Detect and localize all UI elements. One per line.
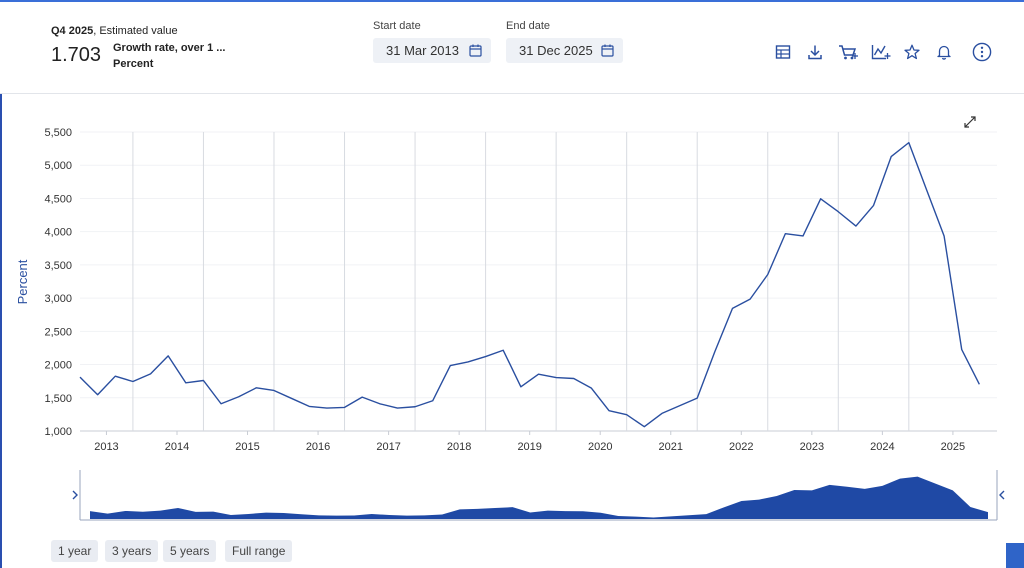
- range-navigator[interactable]: [72, 470, 1005, 521]
- x-tick-label: 2021: [659, 441, 683, 453]
- series-title[interactable]: Growth rate, over 1 ...: [113, 42, 226, 54]
- y-tick-label: 3,500: [44, 260, 72, 272]
- y-tick-label: 3,000: [44, 293, 72, 305]
- chart-type-icon[interactable]: [870, 42, 892, 62]
- start-date-field[interactable]: 31 Mar 2013: [373, 38, 491, 63]
- x-tick-label: 2015: [235, 441, 259, 453]
- start-date-value: 31 Mar 2013: [386, 43, 459, 58]
- x-tick-label: 2018: [447, 441, 471, 453]
- y-tick-label: 1,000: [44, 426, 72, 438]
- range-full-button[interactable]: Full range: [225, 540, 293, 562]
- x-tick-label: 2016: [306, 441, 330, 453]
- left-accent-bar: [0, 94, 2, 568]
- y-tick-label: 4,500: [44, 193, 72, 205]
- range-1-year-button[interactable]: 1 year: [51, 540, 99, 562]
- navigator-left-handle[interactable]: [72, 490, 78, 500]
- y-tick-label: 5,500: [44, 127, 72, 139]
- x-tick-label: 2019: [517, 441, 541, 453]
- period-caption: Q4 2025, Estimated value: [51, 25, 178, 37]
- download-icon[interactable]: [805, 42, 825, 62]
- notification-bell-icon[interactable]: [934, 42, 954, 62]
- cart-icon[interactable]: [837, 42, 859, 62]
- calendar-icon[interactable]: [601, 44, 614, 57]
- range-5-years-button[interactable]: 5 years: [163, 540, 217, 562]
- x-tick-label: 2020: [588, 441, 612, 453]
- navigator-right-handle[interactable]: [999, 490, 1005, 500]
- series-line[interactable]: [79, 141, 980, 428]
- range-3-years-button[interactable]: 3 years: [105, 540, 159, 562]
- x-tick-label: 2024: [870, 441, 894, 453]
- end-date-field[interactable]: 31 Dec 2025: [506, 38, 623, 63]
- end-date-value: 31 Dec 2025: [519, 43, 593, 58]
- y-tick-label: 2,000: [44, 360, 72, 372]
- feedback-tab[interactable]: [1006, 543, 1024, 568]
- end-date-label: End date: [506, 20, 551, 32]
- latest-value: 1.703: [51, 44, 102, 66]
- navigator-area: [90, 476, 988, 519]
- x-tick-label: 2017: [376, 441, 400, 453]
- period-label: Q4 2025: [51, 25, 94, 37]
- favorite-star-icon[interactable]: [902, 42, 922, 62]
- y-tick-label: 5,000: [44, 160, 72, 172]
- x-tick-label: 2014: [165, 441, 189, 453]
- period-suffix: , Estimated value: [93, 25, 178, 37]
- x-tick-label: 2022: [729, 441, 753, 453]
- y-tick-label: 4,000: [44, 227, 72, 239]
- x-tick-label: 2025: [941, 441, 965, 453]
- y-axis-label: Percent: [15, 259, 30, 304]
- x-tick-label: 2013: [94, 441, 118, 453]
- series-description: Growth rate, over 1 ... Percent: [113, 40, 225, 72]
- more-options-icon[interactable]: [972, 42, 992, 62]
- y-tick-label: 1,500: [44, 393, 72, 405]
- start-date-label: Start date: [373, 20, 421, 32]
- calendar-icon[interactable]: [469, 44, 482, 57]
- x-tick-label: 2023: [800, 441, 824, 453]
- table-icon[interactable]: [773, 42, 793, 62]
- fullscreen-icon[interactable]: [963, 115, 977, 129]
- series-unit: Percent: [113, 58, 154, 70]
- y-tick-label: 2,500: [44, 326, 72, 338]
